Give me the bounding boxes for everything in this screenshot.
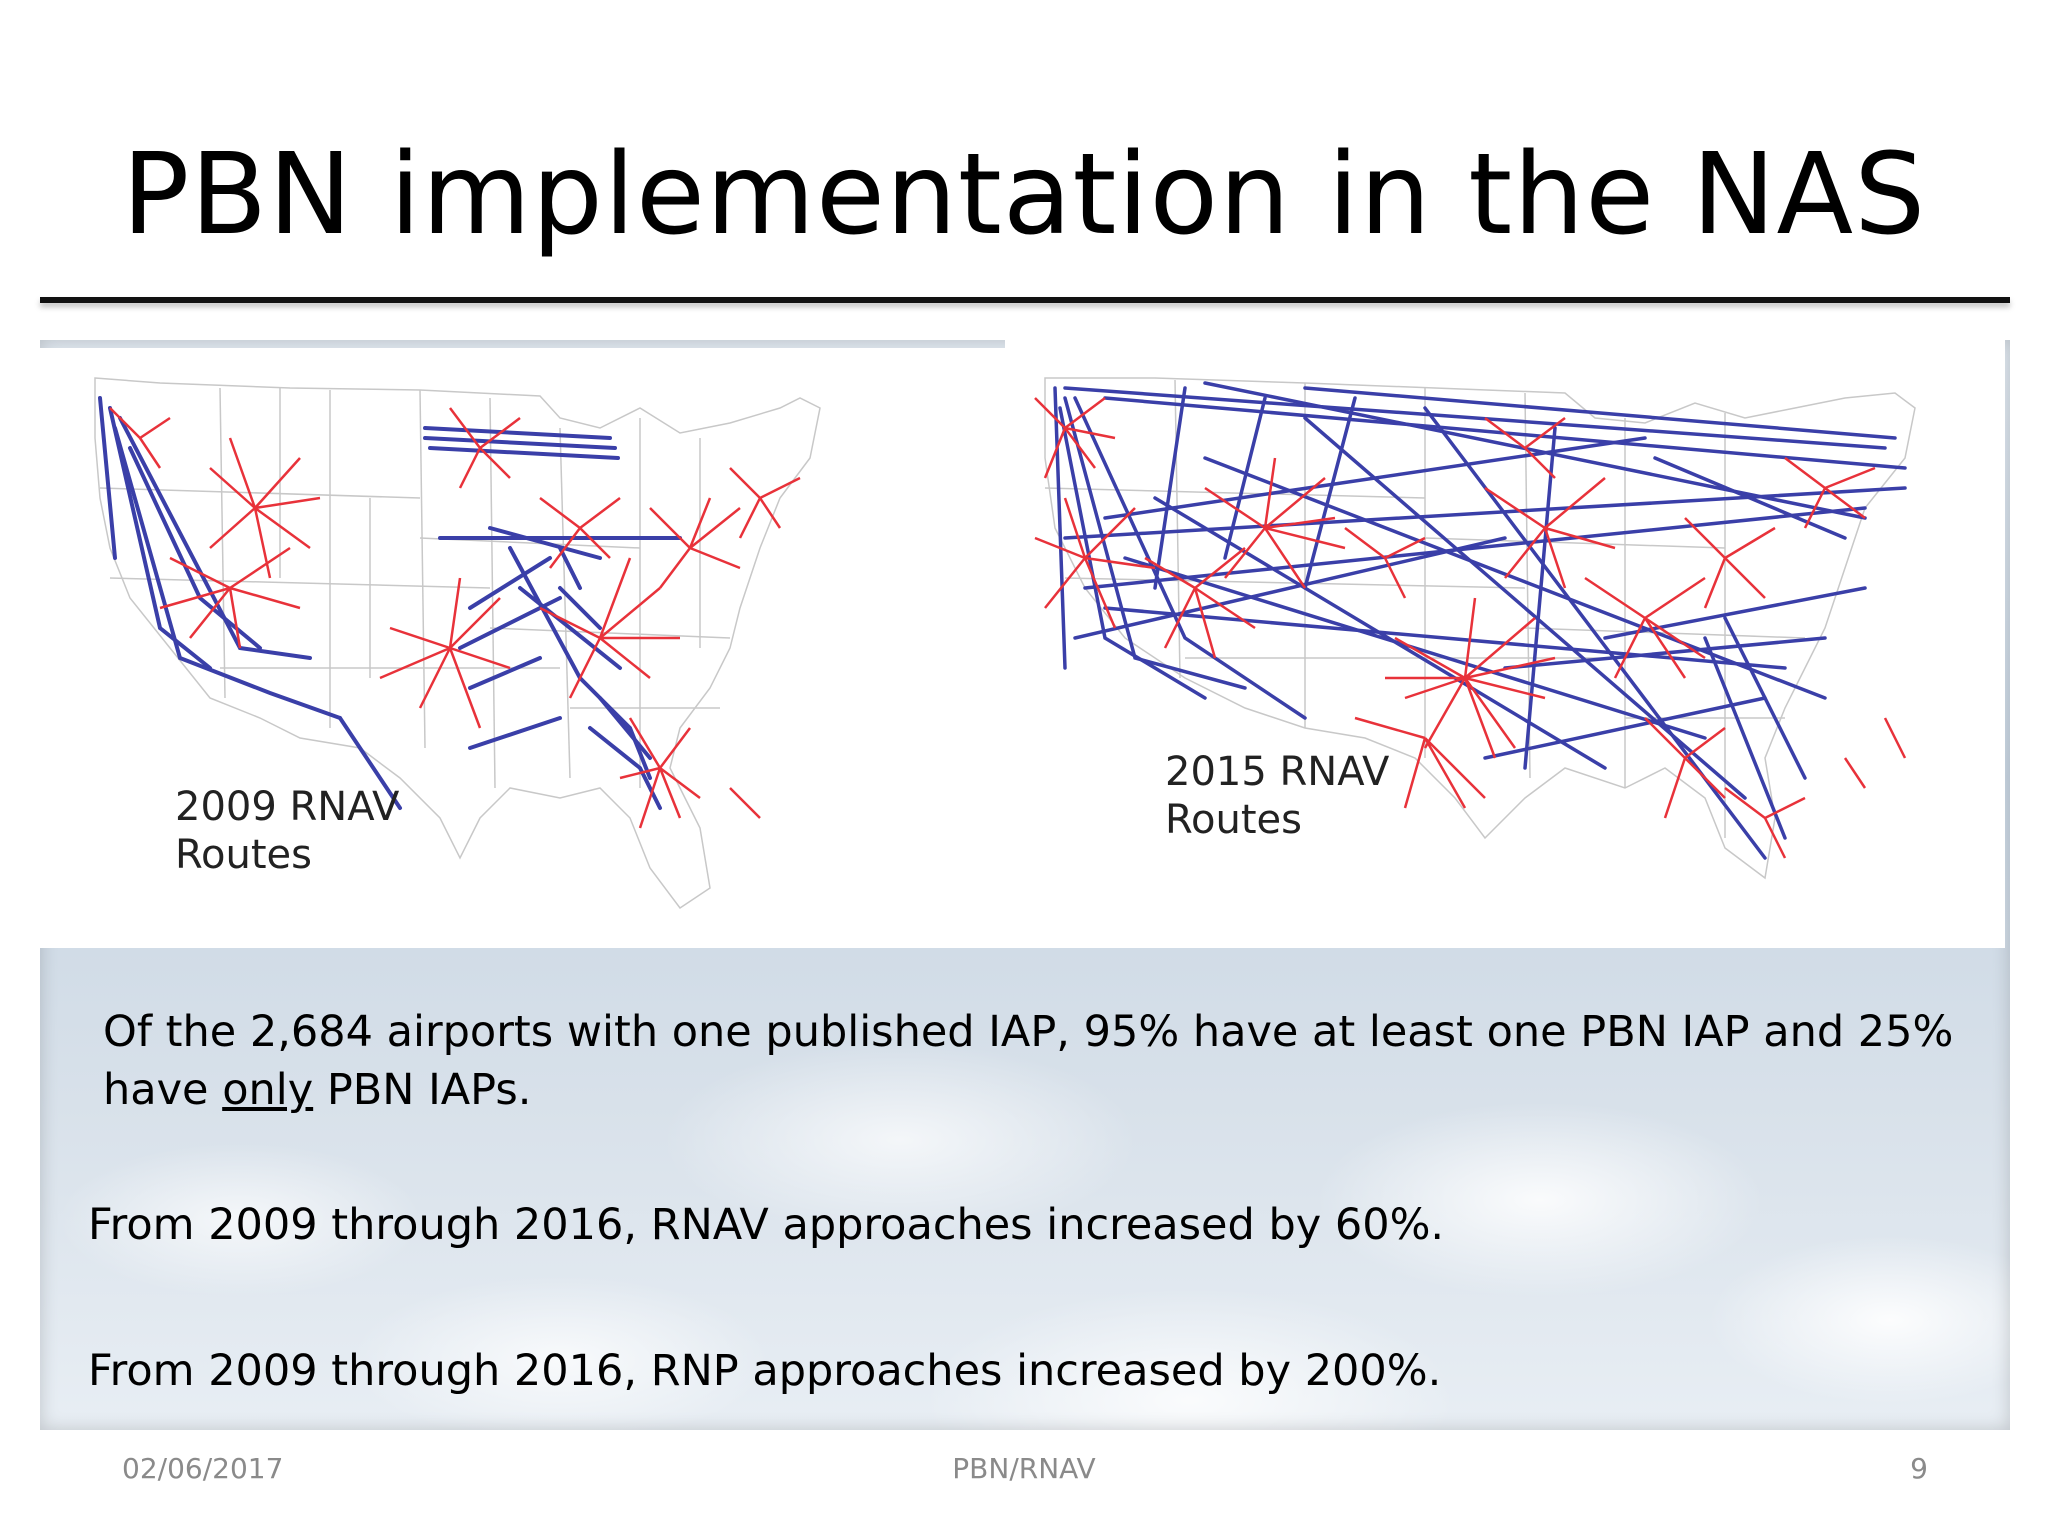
us-route-map-2015 bbox=[1034, 377, 1916, 880]
map-label-2009: 2009 RNAV Routes bbox=[175, 783, 399, 879]
map-label-2009-line2: Routes bbox=[175, 832, 312, 878]
airports-iap-lead: Of the 2,684 airports with one published… bbox=[103, 1007, 1954, 1115]
rnp-increase-statement: From 2009 through 2016, RNP approaches i… bbox=[88, 1346, 1442, 1396]
airports-iap-statement: Of the 2,684 airports with one published… bbox=[103, 1003, 2023, 1119]
map-label-2015: 2015 RNAV Routes bbox=[1165, 748, 1389, 844]
rnav-increase-statement: From 2009 through 2016, RNAV approaches … bbox=[88, 1200, 1445, 1250]
slide-title: PBN implementation in the NAS bbox=[121, 130, 1927, 260]
map-2009-rnav-routes: 2009 RNAV Routes bbox=[40, 348, 1010, 948]
map-label-2015-line2: Routes bbox=[1165, 797, 1302, 843]
title-divider bbox=[40, 297, 2010, 303]
map-label-2009-line1: 2009 RNAV bbox=[175, 784, 400, 830]
footer-date: 02/06/2017 bbox=[122, 1452, 284, 1485]
map-label-2015-line1: 2015 RNAV bbox=[1165, 749, 1390, 795]
airports-iap-only: only bbox=[222, 1065, 314, 1115]
us-route-map-2009 bbox=[94, 377, 821, 910]
footer-title: PBN/RNAV bbox=[952, 1452, 1096, 1485]
airports-iap-tail: PBN IAPs. bbox=[313, 1065, 532, 1115]
footer-page-number: 9 bbox=[1910, 1452, 1928, 1485]
map-2015-rnav-routes: 2015 RNAV Routes bbox=[1005, 338, 2005, 948]
